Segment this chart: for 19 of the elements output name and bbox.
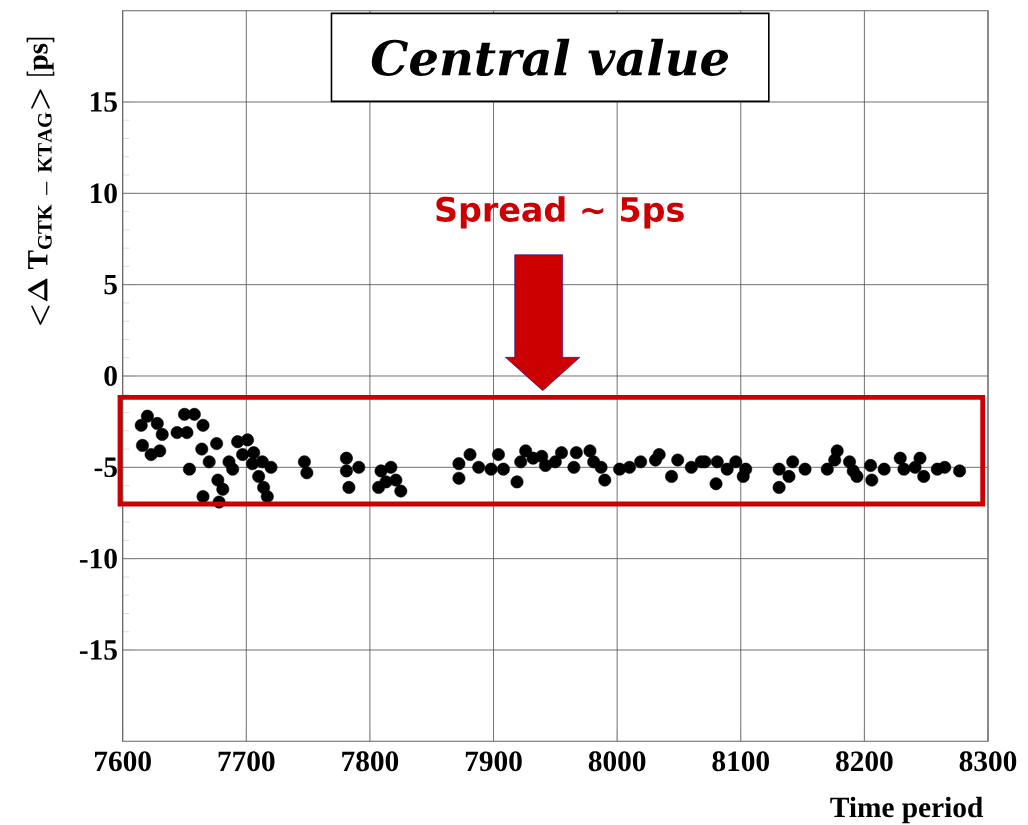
x-tick-label: 8100 (712, 751, 769, 772)
y-tick-label: 5 (104, 274, 117, 295)
x-tick-label: 8300 (959, 751, 1017, 772)
x-tick-label: 8200 (836, 751, 893, 772)
x-tick-label: 7800 (342, 751, 399, 772)
x-tick-label: 8000 (588, 751, 646, 772)
y-tick-label: -15 (79, 640, 117, 660)
y-tick-label: 0 (104, 365, 117, 386)
y-tick-label: -10 (79, 548, 117, 569)
x-tick-label: 7900 (465, 751, 522, 772)
y-tick-label: -5 (94, 457, 117, 477)
y-tick-label: 10 (90, 183, 117, 204)
x-tick-label: 7600 (95, 751, 151, 772)
x-axis-title: Time period (830, 796, 983, 824)
y-tick-label: 15 (90, 92, 117, 112)
x-tick-label: 7700 (218, 751, 275, 772)
y-axis-title: ${<}\Delta\ \mathrm{T}_{\mathrm{GTK\ {-}\ KTAG}}{>}\ [\mathrm{ps}]$ (26, 37, 55, 325)
annotation: Spread ~ 5ps (436, 196, 684, 229)
chart-title: Central value (371, 38, 728, 76)
